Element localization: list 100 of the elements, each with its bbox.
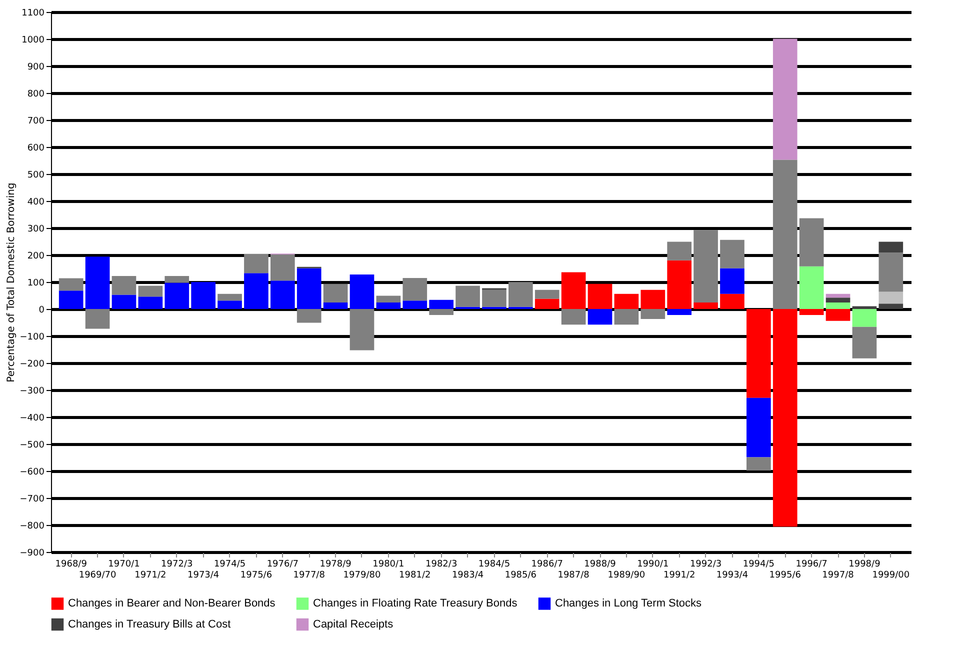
bar <box>323 284 348 303</box>
y-tick-label: 300 <box>27 224 45 234</box>
bar <box>402 300 428 309</box>
y-tick-label: 500 <box>27 170 45 180</box>
bar <box>323 302 348 309</box>
legend-label: Capital Receipts <box>313 618 394 630</box>
bar <box>878 304 904 309</box>
x-tick-label: 1975/6 <box>240 570 272 580</box>
bar <box>826 302 850 309</box>
bar <box>667 309 692 315</box>
bar <box>350 274 374 309</box>
bar <box>878 252 904 292</box>
bar <box>667 260 692 309</box>
legend-label: Changes in Long Term Stocks <box>555 598 702 610</box>
bar <box>218 300 242 309</box>
x-tick-label: 1993/4 <box>716 570 748 580</box>
bar <box>85 309 110 329</box>
x-tick-label: 1979/80 <box>343 570 381 580</box>
x-tick-label: 1994/5 <box>742 560 775 570</box>
bar <box>878 292 904 304</box>
bar <box>588 309 612 325</box>
y-tick-label: 200 <box>27 252 45 262</box>
bar <box>826 298 850 303</box>
bar <box>694 230 718 303</box>
bar <box>694 302 718 309</box>
y-tick-label: −800 <box>20 522 45 532</box>
x-tick-label: 1999/00 <box>872 570 910 580</box>
bar <box>138 296 163 309</box>
y-tick-label: 1100 <box>22 8 45 18</box>
bar <box>296 268 322 309</box>
x-tick-label: 1996/7 <box>796 560 828 570</box>
y-tick-label: 0 <box>38 306 45 316</box>
bar <box>799 266 824 309</box>
x-tick-label: 1981/2 <box>399 570 431 580</box>
x-tick-label: 1988/9 <box>584 560 616 570</box>
bar <box>720 240 744 268</box>
x-tick-label: 1997/8 <box>822 570 854 580</box>
bar <box>402 278 428 301</box>
bar <box>218 294 242 301</box>
x-tick-label: 1972/3 <box>161 560 193 570</box>
bar <box>85 256 110 309</box>
y-tick-label: −300 <box>20 386 45 396</box>
bar <box>640 309 666 319</box>
bar <box>296 309 322 323</box>
bar <box>799 309 824 315</box>
x-tick-label: 1995/6 <box>769 570 802 580</box>
y-axis-title: Percentage of Total Domestic Borrowing <box>6 182 17 382</box>
x-tick-label: 1982/3 <box>425 560 458 570</box>
bar <box>746 309 771 398</box>
x-tick-label: 1987/8 <box>558 570 590 580</box>
x-tick-label: 1968/9 <box>55 560 88 570</box>
x-tick-label: 1989/90 <box>608 570 646 580</box>
bar <box>614 294 639 309</box>
x-tick-label: 1980/1 <box>372 560 404 570</box>
bar <box>270 280 295 309</box>
bar <box>456 286 480 307</box>
bar <box>826 294 850 298</box>
bar <box>112 276 136 295</box>
bar <box>534 298 560 309</box>
bar <box>164 282 190 309</box>
x-tick-label: 1973/4 <box>187 570 220 580</box>
bar <box>852 309 877 327</box>
y-tick-label: 100 <box>27 278 45 288</box>
bar <box>640 290 666 309</box>
bar <box>376 302 401 309</box>
y-tick-label: −600 <box>20 468 45 478</box>
bar <box>772 160 798 309</box>
x-tick-label: 1983/4 <box>452 570 484 580</box>
bar <box>826 309 850 321</box>
bar <box>720 294 744 309</box>
x-tick-label: 1974/5 <box>214 560 246 570</box>
bar <box>852 306 877 309</box>
bar <box>746 398 771 458</box>
bar <box>878 242 904 253</box>
y-tick-label: −700 <box>20 494 45 504</box>
x-tick-label: 1978/9 <box>320 560 352 570</box>
bar <box>482 290 506 307</box>
bar <box>534 290 560 299</box>
y-tick-label: −200 <box>20 360 45 370</box>
y-tick-label: 1000 <box>22 36 45 46</box>
bar <box>852 326 877 358</box>
bar <box>772 38 798 160</box>
legend-label: Changes in Floating Rate Treasury Bonds <box>313 598 518 610</box>
x-tick-label: 1984/5 <box>478 560 510 570</box>
bar <box>429 309 454 315</box>
bar <box>746 457 771 470</box>
x-tick-label: 1991/2 <box>664 570 696 580</box>
x-tick-label: 1986/7 <box>531 560 563 570</box>
bar <box>561 309 586 325</box>
bar <box>58 290 84 309</box>
y-tick-label: 800 <box>27 90 45 100</box>
y-tick-label: 600 <box>27 144 45 154</box>
bar <box>772 309 798 527</box>
bar <box>350 309 374 350</box>
y-tick-label: 400 <box>27 198 45 208</box>
x-tick-label: 1977/8 <box>293 570 326 580</box>
y-tick-label: −500 <box>20 440 45 450</box>
legend-label: Changes in Bearer and Non-Bearer Bonds <box>68 598 276 610</box>
x-tick-label: 1969/70 <box>78 570 117 580</box>
bar <box>191 282 216 309</box>
